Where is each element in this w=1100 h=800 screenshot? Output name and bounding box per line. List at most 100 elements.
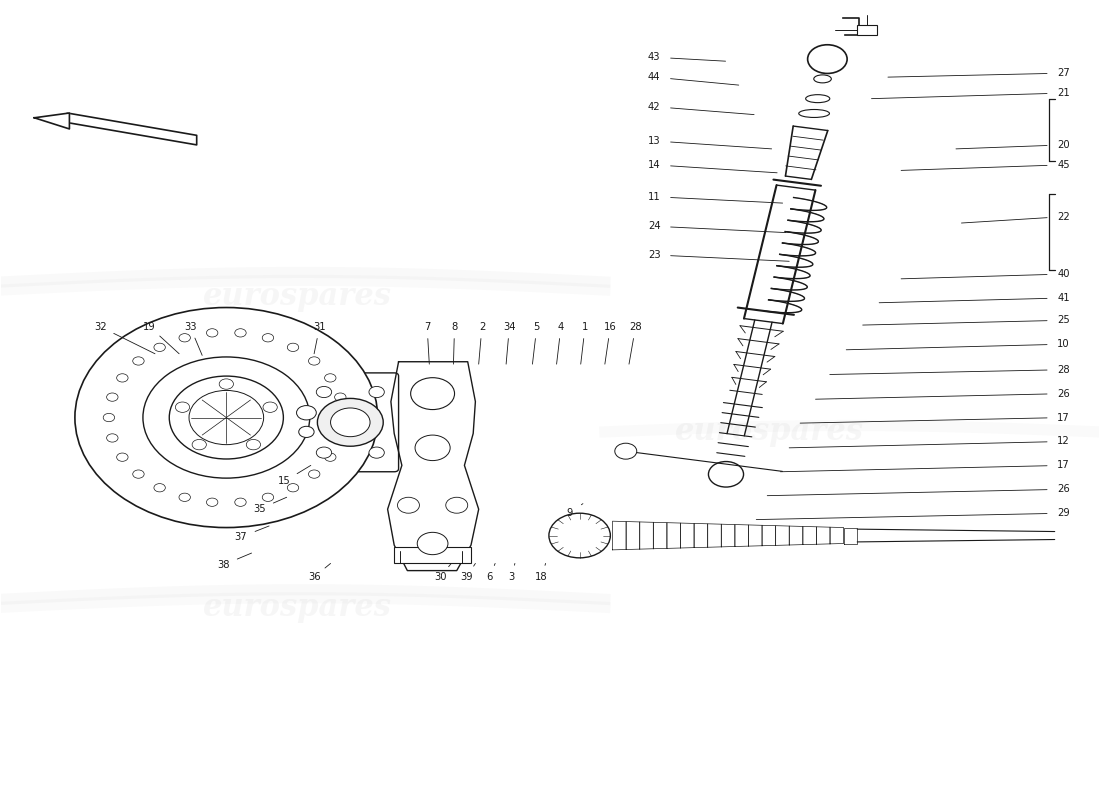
Circle shape — [107, 434, 118, 442]
Circle shape — [331, 408, 370, 437]
Circle shape — [154, 483, 165, 492]
Text: 13: 13 — [648, 136, 660, 146]
Circle shape — [317, 447, 332, 458]
Text: 27: 27 — [1057, 68, 1070, 78]
Polygon shape — [613, 521, 626, 550]
Circle shape — [334, 434, 346, 442]
Polygon shape — [626, 522, 640, 550]
Text: 6: 6 — [486, 572, 493, 582]
Text: 10: 10 — [1057, 339, 1070, 349]
Polygon shape — [844, 527, 857, 543]
Circle shape — [446, 498, 468, 514]
Polygon shape — [722, 524, 735, 547]
Circle shape — [133, 470, 144, 478]
Circle shape — [189, 390, 264, 445]
Polygon shape — [776, 526, 790, 546]
Circle shape — [263, 402, 277, 412]
Text: 18: 18 — [535, 572, 548, 582]
Text: 45: 45 — [1057, 160, 1070, 170]
Circle shape — [318, 398, 383, 446]
Text: 17: 17 — [1057, 413, 1070, 422]
Text: 15: 15 — [278, 476, 290, 486]
Text: 41: 41 — [1057, 293, 1070, 303]
Circle shape — [154, 343, 165, 351]
Polygon shape — [803, 526, 816, 545]
Circle shape — [308, 470, 320, 478]
Text: 40: 40 — [1057, 269, 1069, 279]
Circle shape — [179, 334, 190, 342]
Text: 33: 33 — [184, 322, 197, 332]
Ellipse shape — [814, 75, 832, 83]
Circle shape — [103, 414, 114, 422]
Circle shape — [143, 357, 310, 478]
Text: 19: 19 — [143, 322, 156, 332]
Polygon shape — [653, 522, 667, 549]
Circle shape — [133, 357, 144, 365]
Text: 11: 11 — [648, 192, 661, 202]
Text: 20: 20 — [1057, 140, 1070, 150]
Text: 35: 35 — [253, 504, 265, 514]
Text: 7: 7 — [424, 322, 430, 332]
Polygon shape — [748, 525, 762, 546]
Circle shape — [368, 386, 384, 398]
Circle shape — [262, 334, 274, 342]
Circle shape — [615, 443, 637, 459]
Circle shape — [75, 307, 377, 527]
Text: 2: 2 — [478, 322, 485, 332]
Circle shape — [708, 462, 744, 487]
Circle shape — [415, 435, 450, 461]
Circle shape — [207, 329, 218, 337]
Circle shape — [246, 439, 261, 450]
Circle shape — [334, 393, 346, 402]
Text: 24: 24 — [648, 222, 660, 231]
Text: eurospares: eurospares — [204, 592, 392, 622]
Text: 34: 34 — [503, 322, 516, 332]
Text: 9: 9 — [566, 508, 573, 518]
Text: 42: 42 — [648, 102, 660, 112]
Circle shape — [287, 343, 299, 351]
Polygon shape — [694, 523, 707, 548]
Circle shape — [262, 493, 274, 502]
Circle shape — [179, 493, 190, 502]
Circle shape — [287, 483, 299, 492]
Text: 25: 25 — [1057, 315, 1070, 326]
Text: 36: 36 — [308, 572, 320, 582]
Circle shape — [234, 329, 246, 337]
Circle shape — [169, 376, 284, 459]
Circle shape — [297, 406, 317, 420]
Text: 23: 23 — [648, 250, 660, 260]
Text: 26: 26 — [1057, 389, 1070, 398]
Text: 8: 8 — [451, 322, 458, 332]
Text: 1: 1 — [582, 322, 588, 332]
Circle shape — [324, 374, 336, 382]
Text: 12: 12 — [1057, 437, 1070, 446]
Text: 43: 43 — [648, 52, 660, 62]
Text: 16: 16 — [604, 322, 617, 332]
Polygon shape — [762, 526, 776, 546]
Circle shape — [117, 374, 128, 382]
Text: 26: 26 — [1057, 484, 1070, 494]
Circle shape — [368, 447, 384, 458]
Text: 28: 28 — [629, 322, 642, 332]
Circle shape — [107, 393, 118, 402]
Ellipse shape — [805, 94, 829, 102]
Polygon shape — [67, 113, 197, 145]
Text: 5: 5 — [534, 322, 540, 332]
Text: 21: 21 — [1057, 88, 1070, 98]
Circle shape — [549, 514, 610, 558]
Text: 30: 30 — [434, 572, 447, 582]
Text: 38: 38 — [217, 560, 229, 570]
Text: 4: 4 — [558, 322, 564, 332]
Text: 29: 29 — [1057, 508, 1070, 518]
Circle shape — [397, 498, 419, 514]
Text: 44: 44 — [648, 72, 660, 82]
Circle shape — [417, 532, 448, 554]
Polygon shape — [735, 525, 748, 546]
Text: 37: 37 — [234, 532, 246, 542]
Circle shape — [338, 414, 350, 422]
Text: 22: 22 — [1057, 212, 1070, 222]
Polygon shape — [667, 522, 681, 548]
Bar — [394, 547, 471, 563]
Text: eurospares: eurospares — [204, 281, 392, 312]
Circle shape — [117, 453, 128, 462]
